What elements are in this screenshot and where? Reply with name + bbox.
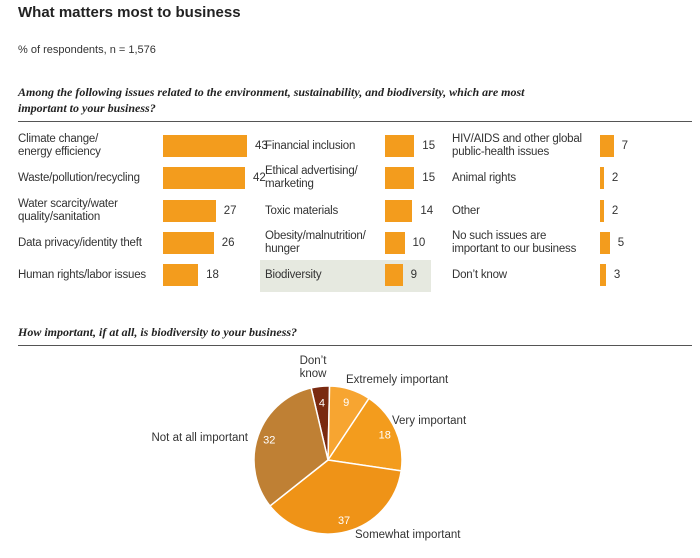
pie-value-label: 18 — [379, 430, 391, 442]
bar-label: HIV/AIDS and other global public-health … — [452, 133, 582, 158]
bar — [600, 232, 610, 254]
bar-row: Obesity/malnutrition/ hunger 10 — [265, 228, 505, 258]
chart-title: What matters most to business — [18, 4, 241, 21]
pie-value-label: 32 — [263, 435, 275, 447]
bar-row: Human rights/labor issues 18 — [18, 260, 258, 290]
bar-row: Other 2 — [452, 196, 692, 226]
bar-row: Waste/pollution/recycling 42 — [18, 163, 266, 193]
bar-row: Biodiversity 9 — [265, 260, 505, 290]
bar-row: Water scarcity/water quality/sanitation 2… — [18, 196, 258, 226]
bar-label: Financial inclusion — [265, 139, 356, 152]
pie-slice — [326, 397, 403, 472]
bar — [163, 200, 216, 222]
pie-value-label: 37 — [338, 515, 350, 527]
bar-label: Human rights/labor issues — [18, 268, 146, 281]
bar-value: 2 — [611, 205, 619, 217]
bar-label: Other — [452, 204, 480, 217]
bar-label: Don’t know — [452, 268, 507, 281]
bar-row: Climate change/ energy efficiency 43 — [18, 131, 268, 161]
bar-row: Ethical advertising/ marketing 15 — [265, 163, 505, 193]
bar-value: 10 — [412, 237, 426, 249]
bar — [385, 167, 415, 189]
bar-value: 42 — [253, 172, 266, 184]
pie-value-label: 9 — [343, 397, 349, 409]
pie-value-label: 4 — [319, 398, 325, 410]
bar-row: Toxic materials 14 — [265, 196, 505, 226]
bar-label: Ethical advertising/ marketing — [265, 165, 358, 190]
pie-category-label: Not at all important — [151, 432, 248, 444]
bar-value: 43 — [255, 140, 268, 152]
bar-label: Toxic materials — [265, 204, 339, 217]
bar-row: Data privacy/identity theft 26 — [18, 228, 258, 258]
bar-value: 18 — [206, 269, 219, 281]
pie-slice — [253, 387, 329, 507]
bar — [385, 264, 403, 286]
bar — [163, 135, 247, 157]
bar-value: 27 — [223, 205, 237, 217]
bar-value: 7 — [621, 140, 629, 152]
bar — [385, 200, 413, 222]
bar-value: 26 — [221, 237, 235, 249]
bar-label: Waste/pollution/recycling — [18, 171, 140, 184]
bar-label: Biodiversity — [265, 268, 322, 281]
pie-category-label: Extremely important — [346, 374, 449, 386]
pie-category-label: Very important — [392, 415, 467, 427]
question-1-rule — [18, 121, 692, 122]
pie-category-label: Somewhat important — [355, 529, 461, 541]
bar-value: 14 — [420, 205, 434, 217]
bar-label: Obesity/malnutrition/ hunger — [265, 230, 366, 255]
bar — [600, 167, 604, 189]
bar — [385, 232, 405, 254]
bar — [163, 232, 214, 254]
bar-row: No such issues are important to our busi… — [452, 228, 692, 258]
bar-row: HIV/AIDS and other global public-health … — [452, 131, 692, 161]
bar-row: Animal rights 2 — [452, 163, 692, 193]
bar — [163, 264, 199, 286]
pie-slice — [268, 459, 403, 535]
bar-label: Water scarcity/water quality/sanitation — [18, 198, 118, 223]
bar-value: 15 — [422, 172, 436, 184]
bar — [600, 135, 614, 157]
pie-category-label: Don’t know — [300, 355, 328, 380]
bar-value: 9 — [410, 269, 417, 281]
bar-label: Data privacy/identity theft — [18, 236, 142, 249]
bar-label: Climate change/ energy efficiency — [18, 133, 101, 158]
bar-row: Financial inclusion 15 — [265, 131, 505, 161]
bar — [385, 135, 415, 157]
bar-value: 15 — [422, 140, 436, 152]
bar-label: Animal rights — [452, 171, 516, 184]
bar-value: 3 — [613, 269, 621, 281]
bar-label: No such issues are important to our busi… — [452, 230, 577, 255]
bar — [600, 264, 606, 286]
bar-value: 5 — [617, 237, 625, 249]
question-2: How important, if at all, is biodiversit… — [18, 325, 298, 339]
bar-row: Don’t know 3 — [452, 260, 692, 290]
question-1: Among the following issues related to th… — [18, 85, 525, 115]
question-2-rule — [18, 345, 692, 346]
bar — [600, 200, 604, 222]
bar-value: 2 — [611, 172, 619, 184]
bar — [163, 167, 246, 189]
chart-subtitle: % of respondents, n = 1,576 — [18, 44, 156, 56]
